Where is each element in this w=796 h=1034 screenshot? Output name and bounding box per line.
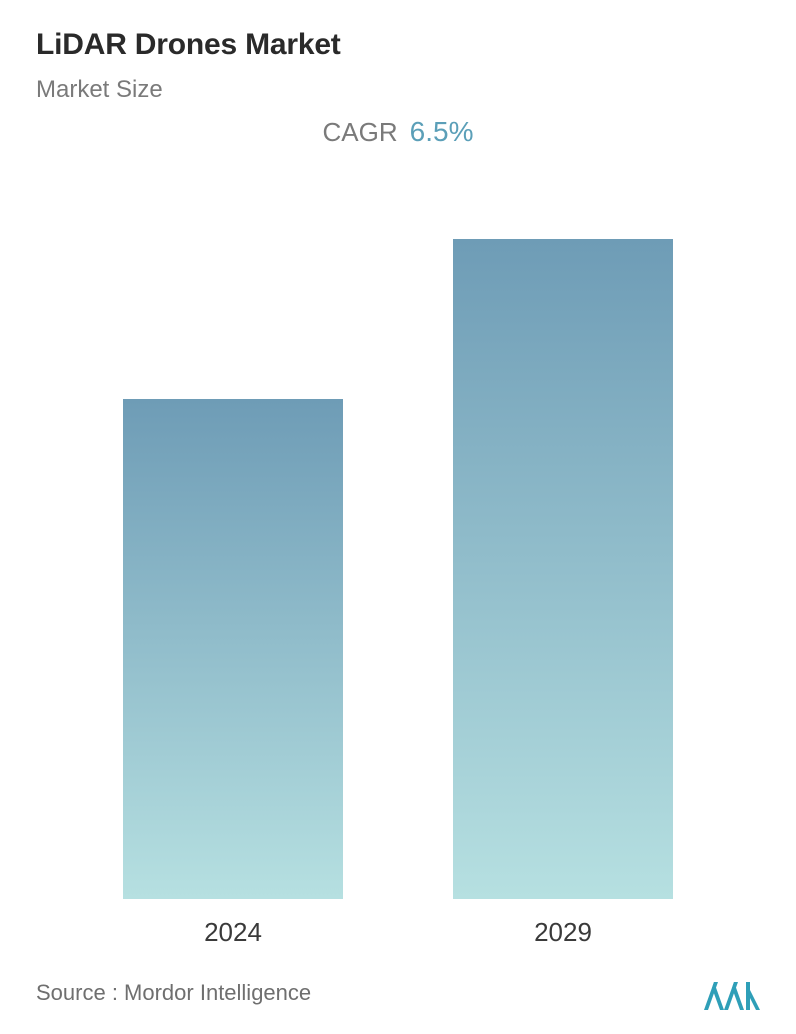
bar-group-1: 2029 [453, 239, 673, 948]
bar-1 [453, 239, 673, 899]
bar-group-0: 2024 [123, 399, 343, 948]
cagr-value: 6.5% [410, 116, 474, 148]
chart-subtitle: Market Size [36, 76, 760, 104]
brand-logo-icon [704, 976, 760, 1010]
cagr-label: CAGR [323, 117, 398, 148]
footer: Source : Mordor Intelligence [36, 972, 760, 1010]
bar-label-1: 2029 [534, 917, 592, 948]
source-text: Source : Mordor Intelligence [36, 980, 311, 1006]
bar-0 [123, 399, 343, 899]
bar-label-0: 2024 [204, 917, 262, 948]
cagr-row: CAGR 6.5% [36, 116, 760, 148]
chart-title: LiDAR Drones Market [36, 28, 760, 62]
bar-chart: 2024 2029 [36, 178, 760, 948]
